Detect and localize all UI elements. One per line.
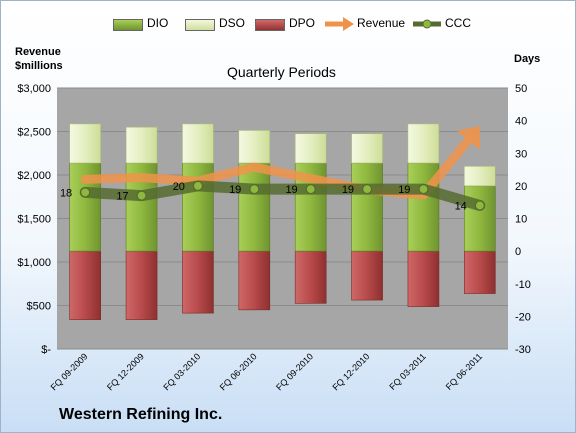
chart-title: Quarterly Periods (227, 64, 336, 80)
bar-dso (464, 166, 496, 187)
right-axis-title: Days (514, 53, 541, 65)
bar-dso (69, 123, 101, 164)
ccc-data-label: 18 (60, 187, 72, 199)
bar-dso (182, 123, 214, 164)
left-tick-label: $1,500 (17, 214, 51, 226)
ccc-point (418, 184, 429, 195)
legend-label-dio: DIO (147, 16, 169, 30)
bar-dpo (407, 250, 440, 307)
ccc-data-label: 20 (173, 181, 185, 193)
left-tick-label: $- (41, 344, 51, 356)
legend-label-ccc: CCC (445, 16, 471, 30)
left-tick-label: $500 (27, 301, 51, 313)
legend-label-dpo: DPO (289, 16, 316, 30)
bar-dso (238, 130, 271, 164)
bar-dpo (238, 250, 271, 311)
bar-dpo (69, 250, 101, 320)
bar-dso (407, 123, 440, 164)
left-axis-title-line-2: $millions (15, 60, 63, 72)
bar-dso (351, 133, 383, 164)
ccc-line (79, 180, 486, 211)
revenue-arrowhead (456, 126, 480, 150)
ccc-point (80, 187, 91, 198)
x-tick-label: FQ 09-2010 (274, 351, 315, 392)
legend-ccc-marker-icon (413, 19, 441, 29)
x-tick-label: FQ 12-2009 (105, 351, 146, 392)
bar-dio (238, 162, 271, 252)
bar-dso (294, 133, 327, 164)
legend-swatch-dso (185, 19, 215, 31)
left-tick-label: $3,000 (17, 83, 51, 95)
bar-dpo (182, 250, 214, 314)
legend-label-dso: DSO (219, 16, 246, 30)
right-tick-label: -30 (515, 344, 531, 356)
ccc-point (192, 180, 204, 191)
bar-dpo (294, 250, 327, 304)
left-tick-label: $1,000 (17, 257, 51, 269)
x-tick-label: FQ 03-2010 (161, 351, 202, 392)
bar-dio (464, 185, 496, 252)
company-name: Western Refining Inc. (59, 406, 223, 423)
legend-arrow-icon (325, 17, 354, 31)
ccc-data-label: 19 (398, 184, 410, 196)
x-tick-label: FQ 06-2010 (218, 351, 259, 392)
ccc-point (305, 184, 316, 195)
ccc-data-label: 17 (116, 191, 128, 203)
right-tick-label: 50 (515, 83, 527, 95)
right-tick-label: 30 (515, 148, 527, 160)
ccc-point (249, 184, 260, 195)
ccc-data-label: 14 (455, 200, 467, 212)
x-tick-label: FQ 09-2009 (49, 351, 90, 392)
ccc-data-label: 19 (342, 184, 354, 196)
legend-swatch-dpo (255, 19, 285, 31)
left-tick-label: $2,500 (17, 127, 51, 139)
bar-dpo (351, 250, 383, 301)
ccc-point (474, 200, 485, 211)
x-tick-label: FQ 06-2011 (444, 351, 485, 392)
ccc-point (361, 184, 373, 195)
legend-label-revenue: Revenue (357, 16, 406, 30)
ccc-point (136, 190, 147, 201)
bar-dso (125, 126, 158, 164)
right-tick-label: 0 (515, 246, 521, 258)
x-tick-label: FQ 12-2010 (330, 351, 371, 392)
legend-swatch-dio (113, 19, 143, 31)
x-tick-label: FQ 03-2011 (387, 351, 428, 392)
bar-dpo (125, 250, 158, 320)
left-tick-label: $2,000 (17, 170, 51, 182)
ccc-data-label: 19 (285, 184, 297, 196)
left-axis-title: Revenue $millions (15, 45, 63, 73)
right-tick-label: -20 (515, 311, 531, 323)
right-tick-label: 10 (515, 214, 527, 226)
right-tick-label: 20 (515, 181, 527, 193)
left-axis-title-line-1: Revenue (15, 46, 61, 58)
bar-dio (351, 162, 383, 252)
right-tick-label: -10 (515, 279, 531, 291)
right-tick-label: 40 (515, 116, 527, 128)
ccc-data-label: 19 (229, 184, 241, 196)
bar-dpo (464, 250, 496, 294)
